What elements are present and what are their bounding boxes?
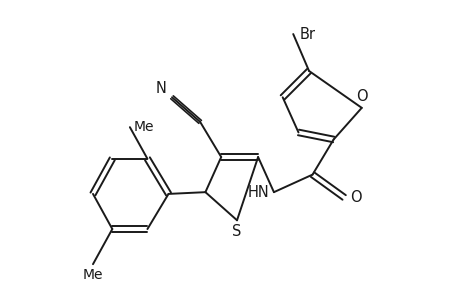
Text: Me: Me (83, 268, 103, 282)
Text: N: N (156, 80, 167, 95)
Text: O: O (350, 190, 361, 205)
Text: Me: Me (134, 120, 154, 134)
Text: O: O (355, 88, 367, 104)
Text: HN: HN (247, 185, 269, 200)
Text: S: S (232, 224, 241, 239)
Text: Br: Br (299, 27, 315, 42)
